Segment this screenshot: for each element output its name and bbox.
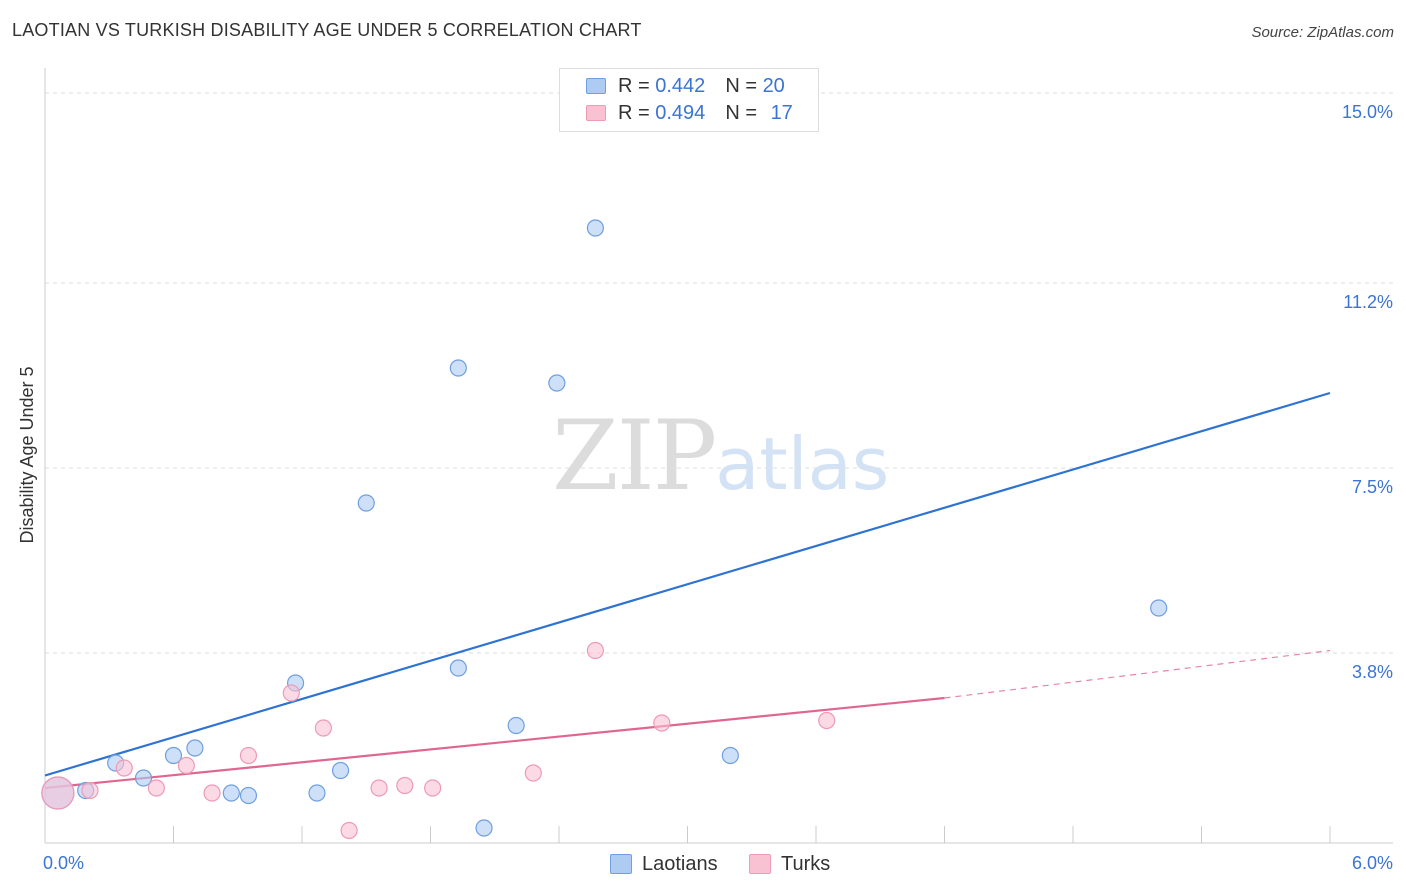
laotian-point	[449, 659, 467, 677]
laotian-point	[357, 494, 375, 512]
legend-item-turks: Turks	[749, 852, 830, 876]
laotian-point	[186, 739, 204, 757]
turk-point	[314, 719, 333, 737]
laotian-point	[164, 746, 183, 765]
laotians-n-value: 20	[762, 74, 785, 97]
turk-trend-extension	[944, 649, 1331, 699]
turk-point	[115, 759, 133, 777]
turk-point	[81, 781, 99, 800]
tick-labels: 3.8% 7.5% 11.2% 15.0% 0.0% 6.0% Disability Age…	[17, 102, 1393, 873]
turk-point	[370, 779, 388, 797]
watermark: ZIPatlas	[552, 400, 889, 512]
laotians-r-label: R =	[618, 74, 656, 97]
chart-title: LAOTIAN VS TURKISH DISABILITY AGE UNDER …	[12, 20, 642, 40]
turks-r-value: 0.494	[655, 101, 706, 124]
turk-point	[586, 641, 605, 660]
laotian-point	[507, 716, 525, 735]
legend-laotians-swatch	[610, 854, 632, 874]
turk-point	[524, 764, 542, 782]
turk-point	[282, 684, 300, 702]
legend-turks-label: Turks	[781, 852, 831, 875]
stats-legend-row-turks: R = 0.494 N = 17	[586, 100, 793, 126]
laotians-n-label: N =	[725, 74, 763, 97]
watermark-zip: ZIP	[552, 400, 717, 512]
source-label: Source: ZipAtlas.com	[1251, 24, 1394, 41]
laotians-r-value: 0.442	[655, 74, 706, 97]
y-tick-label: 15.0%	[1342, 102, 1393, 122]
y-tick-label: 3.8%	[1352, 662, 1393, 682]
laotian-point	[548, 374, 566, 392]
stats-legend-row-laotians: R = 0.442 N = 20	[586, 73, 785, 99]
laotian-point	[721, 746, 739, 765]
laotian-point	[586, 219, 605, 237]
turk-point	[396, 776, 414, 795]
laotian-trend-line	[44, 391, 1331, 777]
turk-point	[818, 711, 836, 730]
y-axis-title: Disability Age Under 5	[17, 366, 37, 543]
legend-item-laotians: Laotians	[610, 852, 718, 876]
turk-trend-line	[44, 696, 945, 790]
watermark-atlas: atlas	[715, 422, 890, 506]
turk-point	[147, 779, 165, 797]
turk-point	[203, 784, 221, 802]
turks-r-label: R =	[618, 101, 656, 124]
turk-point	[177, 756, 195, 775]
y-tick-label: 7.5%	[1352, 477, 1393, 497]
turk-point	[424, 779, 442, 797]
x-tick-label: 6.0%	[1352, 853, 1393, 873]
turks-n-label: N =	[725, 101, 763, 124]
grid-lines	[45, 92, 1393, 654]
laotian-point	[134, 769, 153, 787]
laotian-point	[449, 359, 467, 377]
turks-n-value: 17	[770, 101, 793, 124]
axes	[44, 68, 1393, 844]
trend-lines	[44, 391, 1331, 790]
turk-point	[653, 714, 671, 732]
turks-swatch	[586, 105, 606, 121]
laotian-point	[222, 784, 240, 802]
turk-point	[41, 776, 75, 810]
laotian-point	[331, 761, 350, 780]
turk-point	[239, 746, 258, 765]
legend-laotians-label: Laotians	[642, 852, 718, 875]
y-tick-label: 11.2%	[1343, 292, 1393, 312]
laotians-swatch	[586, 78, 606, 94]
laotian-point	[308, 784, 326, 802]
laotian-point	[1150, 599, 1168, 617]
stats-legend: R = 0.442 N = 20 R = 0.494 N = 17	[559, 68, 819, 132]
x-tick-label: 0.0%	[43, 853, 84, 873]
laotian-point	[239, 786, 258, 805]
laotian-point	[475, 819, 493, 837]
data-points	[41, 219, 1168, 840]
legend-turks-swatch	[749, 854, 771, 874]
turk-point	[340, 821, 358, 840]
